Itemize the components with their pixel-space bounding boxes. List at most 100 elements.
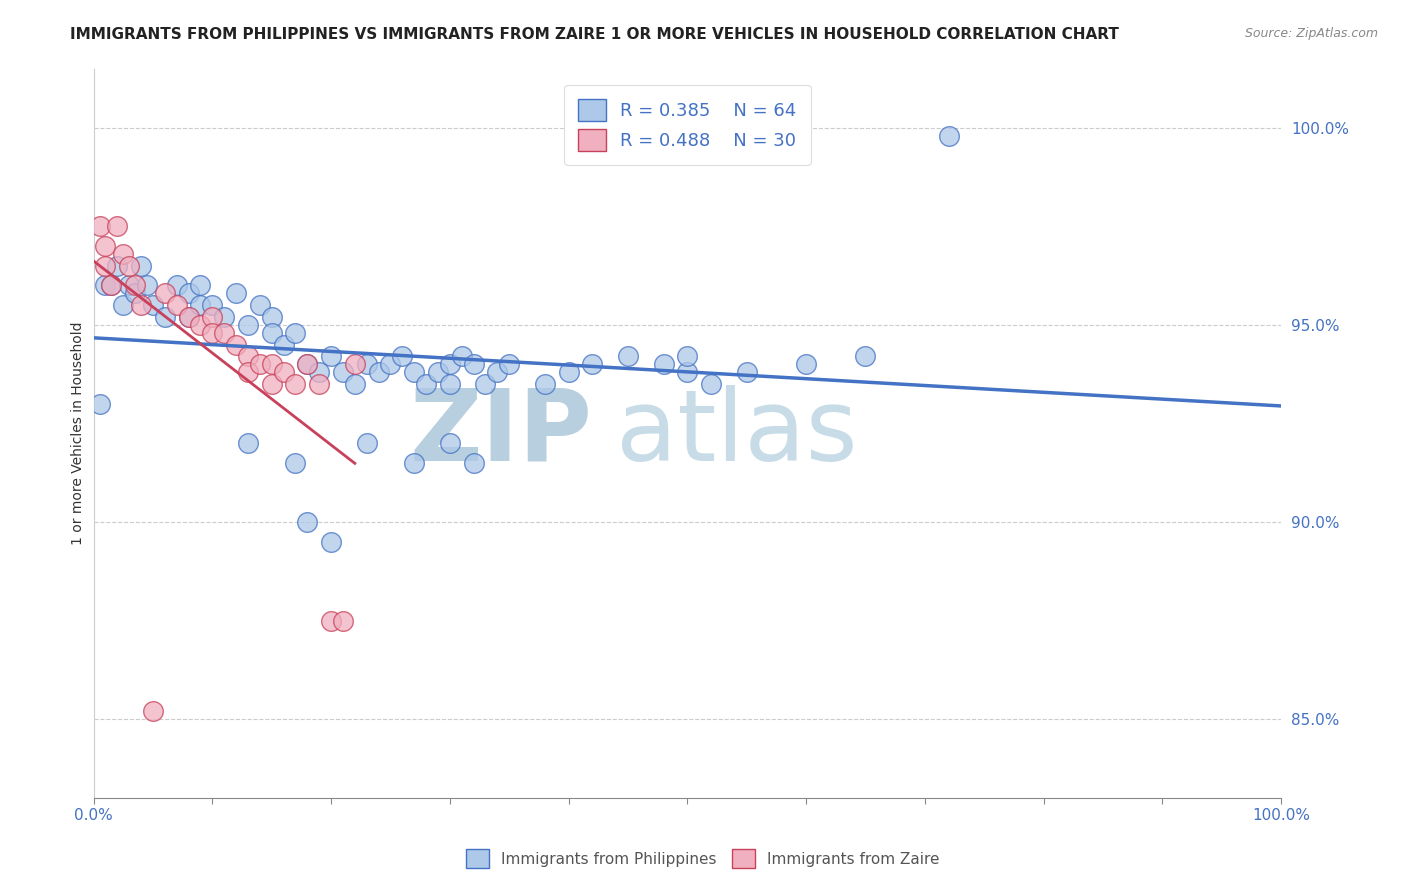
Point xyxy=(463,357,485,371)
Point xyxy=(380,357,402,371)
Point xyxy=(260,326,283,340)
Point xyxy=(463,456,485,470)
Point xyxy=(177,310,200,324)
Point xyxy=(166,278,188,293)
Point xyxy=(735,365,758,379)
Point xyxy=(142,704,165,718)
Point xyxy=(534,376,557,391)
Point xyxy=(236,365,259,379)
Point xyxy=(415,376,437,391)
Point xyxy=(676,365,699,379)
Point xyxy=(938,128,960,143)
Text: IMMIGRANTS FROM PHILIPPINES VS IMMIGRANTS FROM ZAIRE 1 OR MORE VEHICLES IN HOUSE: IMMIGRANTS FROM PHILIPPINES VS IMMIGRANT… xyxy=(70,27,1119,42)
Point xyxy=(319,534,342,549)
Point xyxy=(332,365,354,379)
Point xyxy=(94,278,117,293)
Point xyxy=(153,310,176,324)
Point xyxy=(439,436,461,450)
Point xyxy=(166,298,188,312)
Point xyxy=(367,365,389,379)
Point xyxy=(177,286,200,301)
Point xyxy=(581,357,603,371)
Point xyxy=(201,310,224,324)
Point xyxy=(450,350,472,364)
Point xyxy=(676,350,699,364)
Point xyxy=(474,376,496,391)
Point xyxy=(249,357,271,371)
Point xyxy=(404,456,426,470)
Point xyxy=(273,337,295,351)
Point xyxy=(153,286,176,301)
Point xyxy=(129,298,152,312)
Text: ZIP: ZIP xyxy=(409,384,592,482)
Point xyxy=(236,318,259,332)
Point xyxy=(498,357,520,371)
Point xyxy=(212,310,235,324)
Point xyxy=(225,337,247,351)
Point xyxy=(404,365,426,379)
Point xyxy=(236,436,259,450)
Point xyxy=(297,357,319,371)
Point xyxy=(319,614,342,628)
Text: atlas: atlas xyxy=(616,384,858,482)
Point xyxy=(260,357,283,371)
Point xyxy=(89,397,111,411)
Point xyxy=(391,350,413,364)
Point xyxy=(617,350,640,364)
Point xyxy=(332,614,354,628)
Point xyxy=(177,310,200,324)
Point xyxy=(136,278,159,293)
Point xyxy=(319,350,342,364)
Point xyxy=(201,326,224,340)
Point xyxy=(129,259,152,273)
Point xyxy=(343,376,366,391)
Point xyxy=(100,278,122,293)
Point xyxy=(249,298,271,312)
Point xyxy=(284,456,307,470)
Point xyxy=(105,259,128,273)
Point xyxy=(426,365,449,379)
Point xyxy=(794,357,817,371)
Point xyxy=(439,357,461,371)
Point xyxy=(356,357,378,371)
Legend: R = 0.385    N = 64, R = 0.488    N = 30: R = 0.385 N = 64, R = 0.488 N = 30 xyxy=(564,85,811,165)
Point xyxy=(105,219,128,234)
Point xyxy=(356,436,378,450)
Point xyxy=(190,318,212,332)
Point xyxy=(557,365,579,379)
Point xyxy=(94,259,117,273)
Point xyxy=(236,350,259,364)
Point xyxy=(260,310,283,324)
Point xyxy=(124,278,146,293)
Point xyxy=(89,219,111,234)
Point xyxy=(112,298,135,312)
Point xyxy=(343,357,366,371)
Point xyxy=(297,357,319,371)
Point xyxy=(855,350,877,364)
Point xyxy=(284,376,307,391)
Point xyxy=(273,365,295,379)
Point xyxy=(284,326,307,340)
Point xyxy=(190,298,212,312)
Text: Source: ZipAtlas.com: Source: ZipAtlas.com xyxy=(1244,27,1378,40)
Point xyxy=(142,298,165,312)
Point xyxy=(94,239,117,253)
Point xyxy=(297,515,319,529)
Point xyxy=(308,365,330,379)
Point xyxy=(118,259,141,273)
Point xyxy=(124,286,146,301)
Point xyxy=(225,286,247,301)
Point xyxy=(439,376,461,391)
Point xyxy=(201,298,224,312)
Legend: Immigrants from Philippines, Immigrants from Zaire: Immigrants from Philippines, Immigrants … xyxy=(458,841,948,875)
Point xyxy=(100,278,122,293)
Point xyxy=(212,326,235,340)
Point xyxy=(486,365,509,379)
Point xyxy=(700,376,723,391)
Point xyxy=(260,376,283,391)
Point xyxy=(112,247,135,261)
Point xyxy=(652,357,675,371)
Point xyxy=(118,278,141,293)
Y-axis label: 1 or more Vehicles in Household: 1 or more Vehicles in Household xyxy=(72,321,86,545)
Point xyxy=(308,376,330,391)
